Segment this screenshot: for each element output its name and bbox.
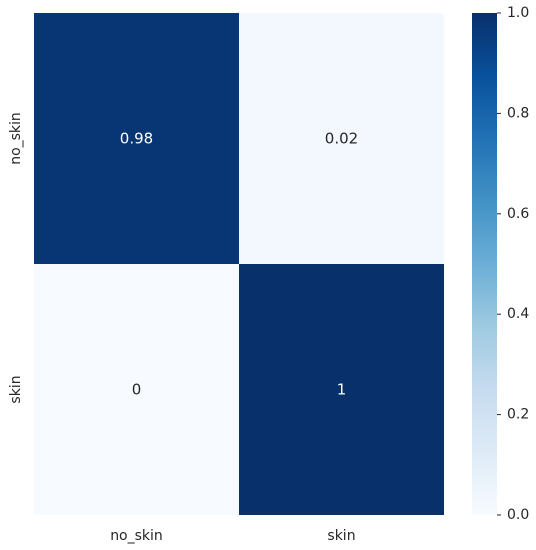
cell-value-label: 0 <box>132 381 142 399</box>
colorbar-tick-label: 0.6 <box>507 206 529 222</box>
colorbar-tick-label: 0.2 <box>507 407 529 423</box>
colorbar-tick-label: 0.0 <box>507 507 529 523</box>
colorbar-tick-label: 0.8 <box>507 105 529 121</box>
heatmap-cell-labels: 0.98 0.02 0 1 <box>120 130 358 399</box>
y-tick-label: skin <box>8 375 24 403</box>
heatmap-cells <box>34 13 444 515</box>
x-axis-tick-labels: no_skin skin <box>110 528 355 544</box>
cell-value-label: 0.02 <box>325 130 358 148</box>
x-tick-label: no_skin <box>110 528 163 544</box>
cell-value-label: 1 <box>337 381 347 399</box>
x-tick-label: skin <box>327 528 355 544</box>
colorbar <box>472 13 497 515</box>
colorbar-ticks: 0.0 0.2 0.4 0.6 0.8 1.0 <box>497 5 529 523</box>
y-tick-label: no_skin <box>8 112 24 165</box>
cell-value-label: 0.98 <box>120 130 153 148</box>
colorbar-tick-label: 0.4 <box>507 306 529 322</box>
heatmap-cell <box>34 264 239 515</box>
colorbar-tick-label: 1.0 <box>507 5 529 21</box>
heatmap-cell <box>239 264 444 515</box>
heatmap-cell <box>34 13 239 264</box>
heatmap-cell <box>239 13 444 264</box>
